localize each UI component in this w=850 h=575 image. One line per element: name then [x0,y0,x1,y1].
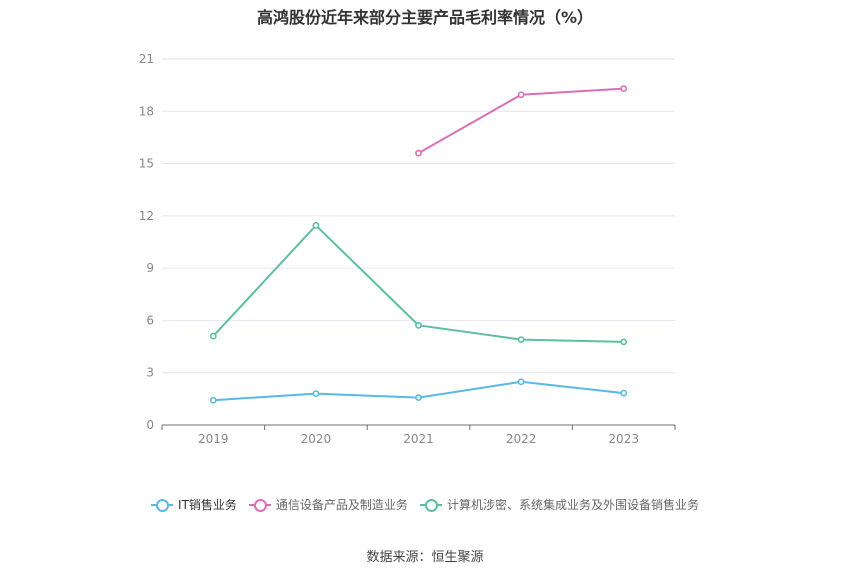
y-tick-label: 12 [139,209,154,223]
legend-item-0[interactable]: IT销售业务 [151,496,237,513]
y-tick-label: 18 [139,104,154,118]
legend-dot [156,498,170,512]
data-point-series-2 [415,321,422,329]
y-tick-label: 0 [146,418,154,432]
data-point-series-0 [415,394,422,402]
data-point-series-0 [209,396,217,404]
axes [161,424,676,430]
gridlines [162,58,675,374]
data-point-series-0 [517,378,525,386]
legend-label: 通信设备产品及制造业务 [275,498,408,512]
legend-marker-icon [248,498,271,512]
legend-marker-icon [151,498,174,512]
data-point-series-1 [517,91,525,99]
x-tick-label: 2019 [198,432,229,446]
x-tick-label: 2020 [301,432,332,446]
x-tick-label: 2023 [608,432,639,446]
x-tick-label: 2021 [403,432,434,446]
y-tick-label: 6 [146,313,154,327]
data-point-series-1 [415,149,422,157]
tick-labels: 0 3 6 9 12 15 18 21 2019 2020 2021 2022 2023 [139,52,639,446]
legend-label: IT销售业务 [178,498,237,512]
data-point-series-1 [620,85,628,93]
y-tick-label: 3 [146,366,154,380]
legend-item-1[interactable]: 通信设备产品及制造业务 [248,496,408,513]
legend-label: 计算机涉密、系统集成业务及外围设备销售业务 [446,498,699,512]
legend-marker-icon [419,498,442,512]
series-lines [209,85,628,404]
series-line-1 [418,87,624,154]
x-tick-label: 2022 [506,432,537,446]
legend: IT销售业务 通信设备产品及制造业务 计算机涉密、系统集成业务及外围设备销售业务 [0,496,850,514]
data-point-series-0 [620,389,628,397]
data-point-series-0 [312,390,320,398]
data-point-series-2 [517,336,525,343]
legend-dot [253,498,267,512]
data-point-series-2 [620,338,628,346]
data-source-note: 数据来源：恒生聚源 [366,550,484,565]
chart-title: 高鸿股份近年来部分主要产品毛利率情况（%） [256,8,594,27]
y-tick-label: 15 [139,157,154,171]
legend-dot [424,498,438,512]
data-point-series-2 [312,222,320,229]
y-tick-label: 21 [139,52,154,66]
y-tick-label: 9 [146,261,154,275]
legend-item-2[interactable]: 计算机涉密、系统集成业务及外围设备销售业务 [419,496,699,513]
data-point-series-2 [209,332,217,340]
